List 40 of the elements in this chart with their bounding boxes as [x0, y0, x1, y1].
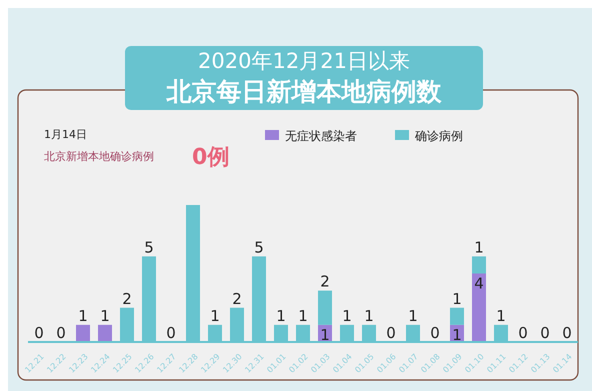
data-label: 1: [452, 326, 462, 344]
data-label: 1: [78, 306, 88, 325]
data-label: 1: [474, 238, 484, 256]
data-label: 1: [276, 306, 286, 325]
chart-subtitle: 北京每日新增本地病例数: [166, 77, 442, 106]
text: 北京新增本地确诊病例: [44, 150, 154, 163]
data-label: 0: [56, 324, 66, 342]
data-label: 1: [100, 306, 110, 325]
legend-label: 确诊病例: [414, 129, 463, 143]
data-label: 1: [452, 290, 462, 308]
data-label: 0: [518, 324, 528, 342]
data-label: 2: [122, 290, 132, 308]
data-label: 5: [254, 238, 264, 256]
data-label: 2: [232, 290, 242, 308]
bar: [318, 290, 332, 325]
data-label: 1: [342, 306, 352, 325]
data-label: 4: [474, 274, 484, 292]
data-label: 5: [144, 238, 154, 256]
data-label: 1: [496, 306, 506, 325]
data-label: 0: [386, 324, 396, 342]
data-label: 0: [166, 324, 176, 342]
bar: [76, 324, 90, 342]
text: 0例: [192, 145, 230, 170]
data-label: 0: [430, 324, 440, 342]
data-label: 1: [320, 326, 330, 344]
data-label: 0: [34, 324, 44, 342]
data-label: 0: [562, 324, 572, 342]
data-label: 2: [320, 272, 330, 291]
data-label: 1: [408, 306, 418, 325]
data-label: 1: [298, 306, 308, 325]
data-label: 1: [364, 306, 374, 325]
chart-title: 2020年12月21日以来: [198, 49, 410, 73]
bar: [98, 324, 112, 342]
bar: [472, 256, 486, 274]
data-label: 0: [540, 324, 550, 342]
bar: [472, 274, 486, 342]
data-label: 1: [210, 306, 220, 325]
text: 1月14日: [44, 128, 87, 141]
legend-label: 无症状感染者: [285, 129, 357, 143]
bar: [450, 308, 464, 325]
